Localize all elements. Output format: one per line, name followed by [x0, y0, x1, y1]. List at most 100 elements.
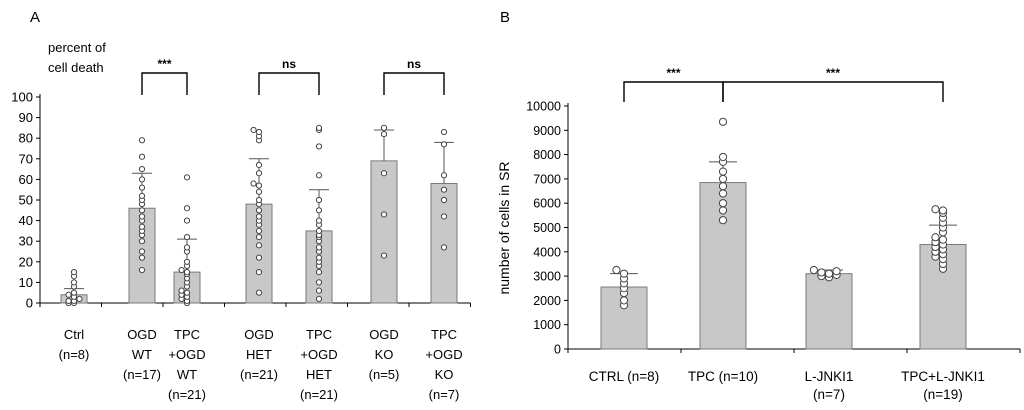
data-point: [178, 266, 185, 274]
x-category-label: CTRL (n=8): [589, 369, 659, 384]
y-tick-label: 5000: [533, 221, 561, 235]
y-tick-label: 80: [19, 131, 33, 146]
panel-b: B 0 1000 2000 3000 4000 5000 6000 7000 8000 9000 1…: [496, 9, 1021, 402]
data-point: [65, 291, 72, 298]
data-point: [938, 235, 948, 244]
data-point: [138, 166, 146, 173]
data-point: [809, 265, 818, 275]
data-point: [255, 254, 263, 261]
panel-a-label: A: [30, 9, 40, 26]
y-tick-label: 2000: [533, 294, 561, 308]
data-point: [315, 295, 323, 302]
data-point: [440, 213, 448, 220]
significance-label: ns: [407, 57, 421, 71]
x-category-label: (n=21): [240, 367, 278, 382]
data-point: [255, 207, 263, 214]
y-tick-label: 1000: [533, 318, 561, 332]
data-point: [440, 244, 448, 251]
bar: [805, 273, 853, 350]
data-point: [183, 217, 191, 224]
x-category-label: +OGD: [300, 347, 337, 362]
data-point: [138, 153, 146, 160]
y-tick-label: 0: [554, 343, 561, 357]
data-point: [931, 205, 940, 214]
data-point: [138, 238, 146, 245]
y-tick-label: 9000: [533, 124, 561, 138]
data-point: [824, 269, 834, 278]
x-category-label: WT: [177, 367, 197, 382]
data-point: [718, 206, 728, 215]
panel-a-ylabel-line2: cell death: [48, 60, 104, 75]
data-point: [255, 196, 263, 204]
data-point: [619, 269, 629, 278]
data-point: [255, 233, 263, 241]
y-tick-label: 100: [11, 90, 33, 105]
x-category-label: TPC+L-JNKI1: [901, 369, 985, 384]
data-point: [718, 189, 728, 198]
data-point: [255, 161, 263, 169]
data-point: [315, 287, 323, 294]
data-point: [718, 199, 728, 208]
y-tick-label: 90: [19, 110, 33, 125]
x-category-label: OGD: [127, 327, 157, 342]
x-category-label: (n=7): [813, 387, 845, 402]
y-tick-label: 7000: [533, 172, 561, 186]
data-point: [138, 213, 146, 220]
y-tick-label: 40: [19, 213, 33, 228]
y-tick-label: 30: [19, 234, 33, 249]
data-point: [138, 248, 146, 255]
data-point: [70, 279, 78, 286]
data-point: [255, 188, 263, 195]
data-point: [440, 186, 448, 193]
data-point: [183, 258, 191, 265]
y-tick-label: 70: [19, 151, 33, 166]
data-point: [380, 170, 388, 177]
data-point: [315, 227, 323, 234]
panel-b-label: B: [500, 9, 510, 26]
x-category-label: HET: [246, 347, 272, 362]
data-point: [380, 130, 388, 138]
panel-a-ylabel-line1: percent of: [48, 40, 106, 55]
data-point: [315, 124, 323, 132]
data-point: [183, 269, 191, 276]
y-tick-label: 10: [19, 275, 33, 290]
data-point: [718, 174, 728, 183]
data-point: [70, 269, 78, 276]
data-point: [250, 126, 257, 134]
x-category-label: TPC: [174, 327, 200, 342]
data-point: [138, 266, 146, 274]
y-tick-label: 4000: [533, 245, 561, 259]
significance-bracket: [722, 81, 944, 102]
x-category-label: TPC: [431, 327, 457, 342]
data-point: [138, 192, 146, 199]
data-point: [183, 233, 191, 241]
data-point: [315, 279, 323, 286]
x-category-label: (n=19): [923, 387, 962, 402]
data-point: [183, 205, 191, 212]
x-category-label: OGD: [369, 327, 399, 342]
data-point: [817, 268, 826, 277]
data-point: [938, 206, 948, 215]
y-tick-label: 6000: [533, 197, 561, 211]
data-point: [315, 143, 323, 150]
data-point: [380, 124, 388, 132]
x-category-label: TPC: [306, 327, 332, 342]
x-category-label: (n=21): [300, 387, 338, 402]
x-category-label: HET: [306, 367, 332, 382]
data-point: [718, 167, 728, 176]
significance-bracket: [623, 81, 724, 102]
panel-b-ylabel: number of cells in SR: [496, 161, 512, 294]
data-point: [255, 128, 263, 136]
data-point: [315, 172, 323, 179]
x-category-label: (n=8): [59, 347, 90, 362]
x-category-label: (n=7): [429, 387, 460, 402]
data-point: [255, 182, 263, 189]
data-point: [255, 289, 263, 296]
data-point: [138, 137, 146, 144]
significance-bracket: [258, 72, 320, 95]
x-category-label: (n=17): [123, 367, 161, 382]
significance-label: ***: [826, 66, 840, 80]
bar: [370, 160, 398, 304]
panel-a: A percent of cell death 0 10 20 30 40 50 60 70 8…: [11, 9, 471, 402]
y-tick-label: 3000: [533, 270, 561, 284]
